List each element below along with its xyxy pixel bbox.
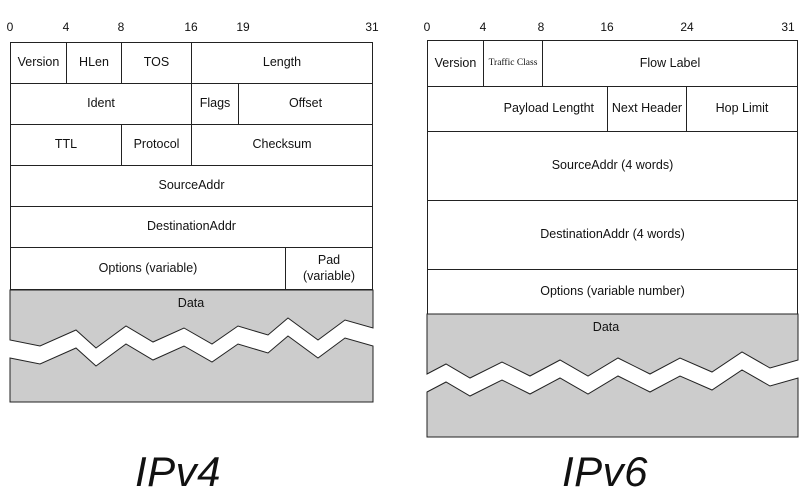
ipv4-bit-label: 31 [365, 20, 379, 34]
ipv4-options-field: Options (variable) [10, 247, 286, 290]
ipv4-bit-label: 19 [236, 20, 250, 34]
ipv6-destination-address-field: DestinationAddr (4 words) [427, 200, 798, 270]
ipv6-data-label: Data [592, 320, 620, 334]
ipv6-bit-label: 0 [423, 20, 431, 34]
ipv6-bit-label: 4 [479, 20, 487, 34]
ipv4-bit-label: 4 [62, 20, 70, 34]
ipv4-data-label: Data [177, 296, 205, 310]
ipv4-protocol-field: Protocol [121, 124, 192, 166]
ipv4-bit-label: 16 [184, 20, 198, 34]
ipv6-data-top-piece [426, 313, 799, 379]
ipv4-title: IPv4 [134, 448, 222, 495]
ipv6-flow-label-field: Flow Label [542, 40, 798, 87]
ipv6-title: IPv6 [561, 448, 649, 495]
ipv6-traffic-class-field: Traffic Class [483, 40, 543, 87]
ipv4-bit-label: 0 [6, 20, 14, 34]
ipv6-data-bottom-piece [426, 369, 799, 438]
ipv6-bit-label: 8 [537, 20, 545, 34]
ipv4-ttl-field: TTL [10, 124, 122, 166]
ipv4-length-field: Length [191, 42, 373, 84]
ipv4-data-top-piece [9, 289, 374, 349]
ipv6-hop-limit-field: Hop Limit [686, 86, 798, 132]
ipv6-options-field: Options (variable number) [427, 269, 798, 315]
ipv4-hlen-field: HLen [66, 42, 122, 84]
ipv4-source-address-field: SourceAddr [10, 165, 373, 207]
ipv6-version-field: Version [427, 40, 484, 87]
ipv6-source-address-field: SourceAddr (4 words) [427, 131, 798, 201]
ipv6-payload-length-field: Payload Lengtht [427, 86, 608, 132]
ipv6-next-header-field: Next Header [607, 86, 687, 132]
ipv4-ident-field: Ident [10, 83, 192, 125]
ipv4-data-bottom-piece [9, 335, 374, 403]
ipv4-destination-address-field: DestinationAddr [10, 206, 373, 248]
ipv6-bit-label: 16 [600, 20, 614, 34]
ipv4-flags-field: Flags [191, 83, 239, 125]
ipv6-bit-label: 31 [781, 20, 795, 34]
ipv6-bit-label: 24 [680, 20, 694, 34]
ipv4-pad-field: Pad (variable) [285, 247, 373, 290]
ipv4-bit-label: 8 [117, 20, 125, 34]
